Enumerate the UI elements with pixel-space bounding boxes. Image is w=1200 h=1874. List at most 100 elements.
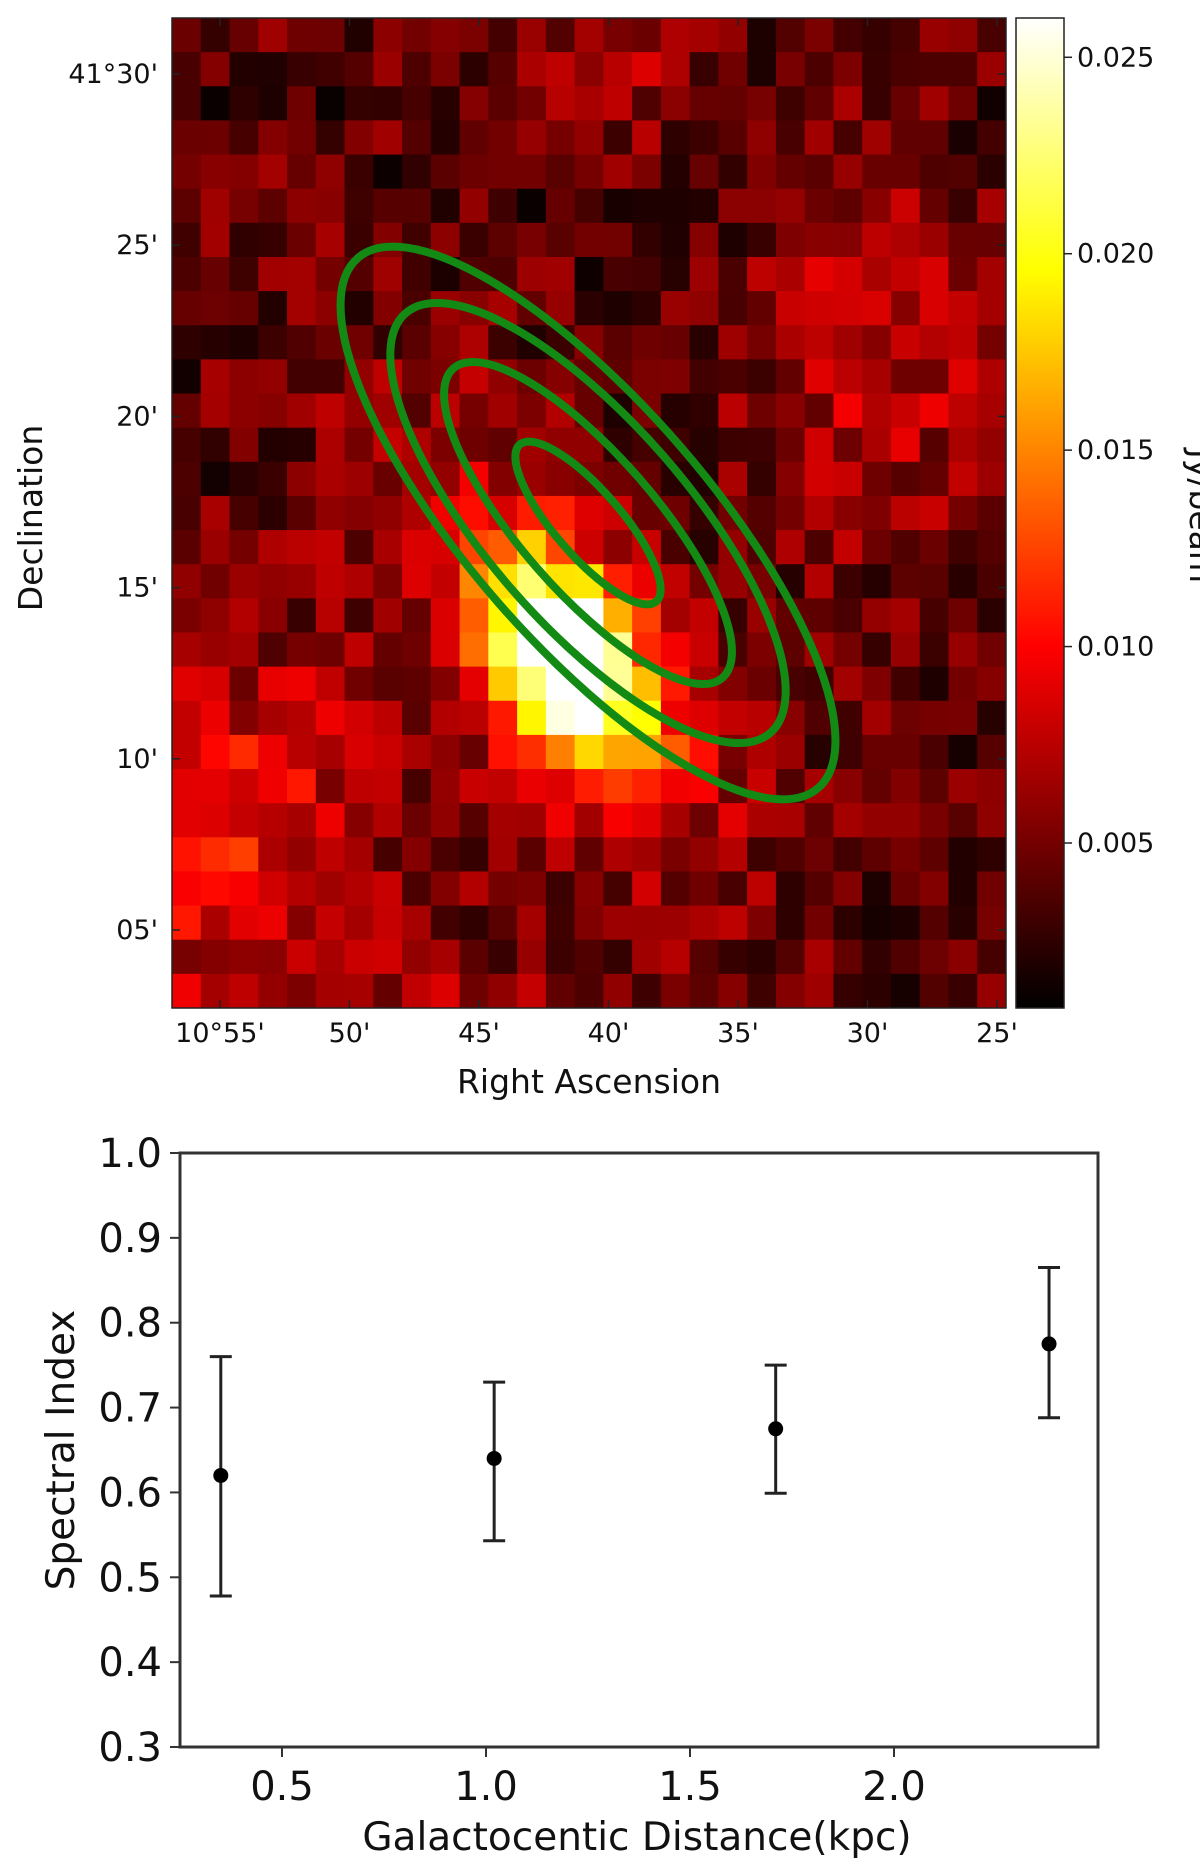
heatmap-cell: [632, 18, 662, 53]
heatmap-cell: [172, 905, 202, 941]
heatmap-cell: [689, 291, 720, 326]
heatmap-cell: [660, 393, 691, 429]
heatmap-cell: [545, 154, 576, 190]
heatmap-cell: [632, 837, 662, 873]
heatmap-cell: [603, 871, 633, 907]
colorbar-tick-label: 0.010: [1077, 632, 1154, 663]
heatmap-cell: [258, 86, 288, 122]
heatmap-cell: [545, 256, 576, 292]
heatmap-cell: [574, 837, 604, 873]
heatmap-cell: [804, 564, 835, 599]
heatmap-cell: [258, 905, 288, 941]
heatmap-cell: [172, 495, 202, 531]
heatmap-cell: [833, 86, 863, 122]
heatmap-cell: [315, 973, 346, 1008]
heatmap-cell: [718, 837, 748, 873]
heatmap-cell: [660, 871, 691, 907]
heatmap-cell: [172, 18, 202, 53]
heatmap-cell: [862, 700, 892, 736]
heatmap-cell: [948, 427, 978, 463]
heatmap-cell: [430, 666, 461, 702]
heatmap-cell: [459, 86, 489, 122]
heatmap-cell: [890, 871, 921, 907]
data-point: [213, 1467, 229, 1483]
heatmap-cell: [747, 18, 777, 53]
plot-x-tick-label: 1.0: [454, 1764, 518, 1810]
heatmap-cell: [459, 52, 489, 87]
heatmap-cell: [919, 530, 950, 565]
heatmap-cell: [373, 598, 403, 634]
heatmap-cell: [459, 393, 489, 429]
heatmap-cell: [775, 939, 806, 975]
heatmap-cell: [373, 871, 403, 907]
plot-y-tick-label: 0.8: [98, 1301, 162, 1347]
heatmap-cell: [632, 871, 662, 907]
heatmap-cell: [775, 905, 806, 941]
heatmap-cell: [833, 564, 863, 599]
heatmap-cell: [229, 769, 259, 804]
heatmap-cell: [287, 803, 317, 838]
heatmap-cell: [862, 52, 892, 87]
heatmap-cell: [919, 18, 950, 53]
heatmap-cell: [977, 769, 1006, 804]
heatmap-cell: [833, 769, 863, 804]
heatmap-cell: [804, 905, 835, 941]
heatmap-cell: [459, 939, 489, 975]
heatmap-cell: [229, 461, 259, 497]
heatmap-cell: [948, 86, 978, 122]
heatmap-cell: [833, 291, 863, 326]
heatmap-cell: [258, 325, 288, 360]
heatmap-cell: [919, 837, 950, 873]
heatmap-cell: [747, 427, 777, 463]
heatmap-cell: [229, 734, 259, 770]
heatmap-cell: [632, 188, 662, 224]
heatmap-cell: [545, 769, 576, 804]
heatmap-cell: [919, 734, 950, 770]
heatmap-cell: [200, 393, 231, 429]
heatmap-cell: [545, 973, 576, 1008]
heatmap-cell: [344, 734, 374, 770]
heatmap-cell: [919, 188, 950, 224]
heatmap-cell: [258, 427, 288, 463]
heatmap-cell: [862, 291, 892, 326]
heatmap-cell: [660, 769, 691, 804]
heatmap-cell: [517, 188, 547, 224]
heatmap-cell: [545, 188, 576, 224]
heatmap-cell: [833, 666, 863, 702]
heatmap-cell: [833, 598, 863, 634]
heatmap-cell: [344, 188, 374, 224]
heatmap-cell: [890, 427, 921, 463]
heatmap-cell: [919, 154, 950, 190]
heatmap-cell: [402, 530, 432, 565]
heatmap-cell: [948, 769, 978, 804]
heatmap-cell: [948, 359, 978, 395]
heatmap-cell: [200, 905, 231, 941]
heatmap-cell: [200, 291, 231, 326]
heatmap-cell: [517, 154, 547, 190]
heatmap-cell: [574, 52, 604, 87]
heatmap-cell: [373, 530, 403, 565]
heatmap-cell: [258, 291, 288, 326]
heatmap-cell: [229, 52, 259, 87]
heatmap-cell: [402, 154, 432, 190]
heatmap-cell: [862, 769, 892, 804]
heatmap-cell: [574, 973, 604, 1008]
plot-y-ticks: 1.0 0.9 0.8 0.7 0.6 0.5 0.4 0.3: [98, 1131, 180, 1771]
heatmap-cell: [344, 905, 374, 941]
heatmap-cell: [574, 291, 604, 326]
heatmap-cell: [862, 188, 892, 224]
heatmap-cell: [804, 359, 835, 395]
heatmap-cell: [258, 632, 288, 668]
heatmap-cell: [833, 837, 863, 873]
radio-map-panel: 10°55' 50' 45' 40' 35' 30' 25' 41°30' 25' 20' 15'…: [11, 17, 1018, 1101]
heatmap-cell: [948, 700, 978, 736]
heatmap-cell: [344, 461, 374, 497]
heatmap-cell: [804, 871, 835, 907]
heatmap-cell: [545, 18, 576, 53]
heatmap-cell: [747, 52, 777, 87]
heatmap-cell: [517, 52, 547, 87]
heatmap-cell: [718, 359, 748, 395]
heatmap-cell: [660, 52, 691, 87]
heatmap-cell: [315, 598, 346, 634]
heatmap-cell: [775, 18, 806, 53]
